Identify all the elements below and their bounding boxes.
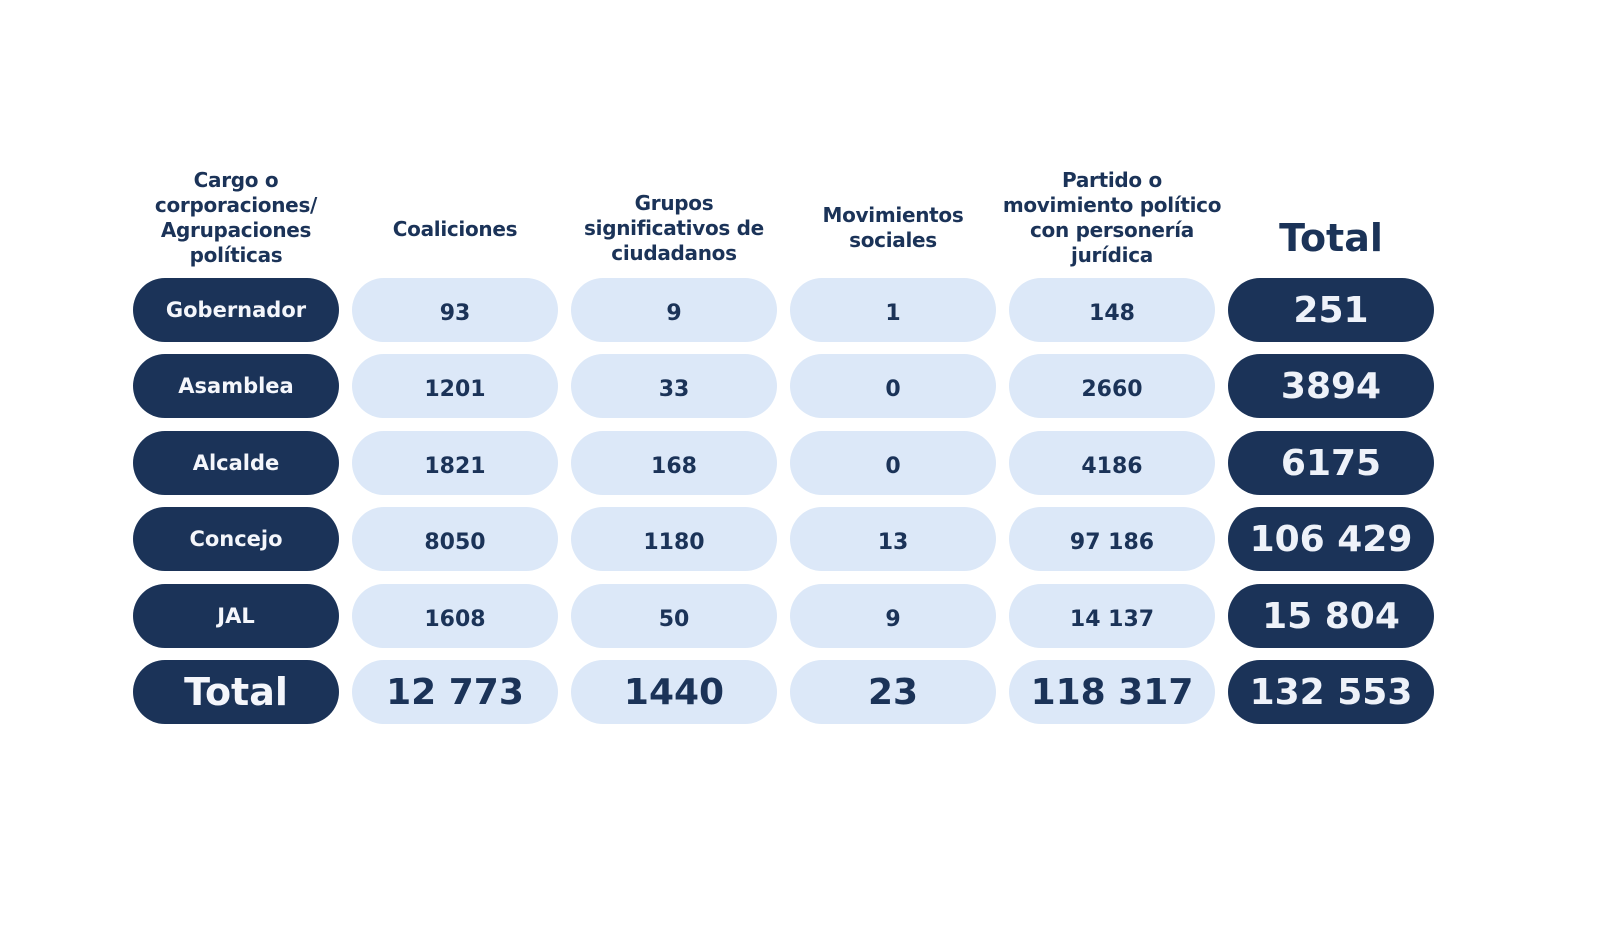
header-line: jurídica: [1071, 243, 1153, 267]
grand-total-label: Total: [133, 660, 339, 724]
value-cell: 1608: [352, 584, 558, 648]
value-cell: 9: [571, 278, 777, 342]
column-total-cell: 1440: [571, 660, 777, 724]
header-total: Total: [1226, 216, 1436, 260]
row-label: Alcalde: [133, 431, 339, 495]
value-cell: 1201: [352, 354, 558, 418]
header-line: Grupos: [634, 190, 714, 215]
row-total-cell: 251: [1228, 278, 1434, 342]
header-line: sociales: [849, 228, 937, 252]
header-coaliciones: Coaliciones: [330, 217, 580, 242]
value-cell: 13: [790, 507, 996, 571]
header-line: Cargo o: [193, 168, 279, 192]
value-cell: 0: [790, 431, 996, 495]
header-line: Partido o: [1062, 168, 1162, 192]
value-cell: 33: [571, 354, 777, 418]
column-total-cell: 118 317: [1009, 660, 1215, 724]
grand-total-cell: 132 553: [1228, 660, 1434, 724]
header-partido: Partido o movimiento político con personer…: [987, 168, 1237, 268]
header-line: significativos de: [584, 215, 764, 240]
row-label: Concejo: [133, 507, 339, 571]
value-cell: 50: [571, 584, 777, 648]
header-movimientos: Movimientos sociales: [768, 203, 1018, 253]
column-total-cell: 12 773: [352, 660, 558, 724]
row-total-cell: 3894: [1228, 354, 1434, 418]
value-cell: 1: [790, 278, 996, 342]
header-line: políticas: [189, 243, 283, 267]
value-cell: 2660: [1009, 354, 1215, 418]
header-line: con personería: [1029, 218, 1194, 242]
row-label: Asamblea: [133, 354, 339, 418]
value-cell: 93: [352, 278, 558, 342]
header-grupos: Grupos significativos de ciudadanos: [549, 191, 799, 266]
row-label: Gobernador: [133, 278, 339, 342]
header-line: Movimientos: [822, 203, 964, 227]
header-cargo: Cargo o corporaciones/Agrupaciones polític…: [111, 168, 361, 268]
header-line: ciudadanos: [611, 240, 737, 265]
value-cell: 97 186: [1009, 507, 1215, 571]
value-cell: 9: [790, 584, 996, 648]
value-cell: 4186: [1009, 431, 1215, 495]
header-line: Total: [1279, 216, 1383, 260]
row-total-cell: 106 429: [1228, 507, 1434, 571]
value-cell: 148: [1009, 278, 1215, 342]
header-line: Coaliciones: [392, 216, 518, 241]
header-line: corporaciones/: [154, 193, 318, 217]
value-cell: 168: [571, 431, 777, 495]
row-total-cell: 6175: [1228, 431, 1434, 495]
value-cell: 1180: [571, 507, 777, 571]
value-cell: 0: [790, 354, 996, 418]
value-cell: 14 137: [1009, 584, 1215, 648]
header-line: movimiento político: [1002, 193, 1222, 217]
value-cell: 1821: [352, 431, 558, 495]
column-total-cell: 23: [790, 660, 996, 724]
value-cell: 8050: [352, 507, 558, 571]
row-label: JAL: [133, 584, 339, 648]
row-total-cell: 15 804: [1228, 584, 1434, 648]
header-line: Agrupaciones: [160, 218, 312, 242]
